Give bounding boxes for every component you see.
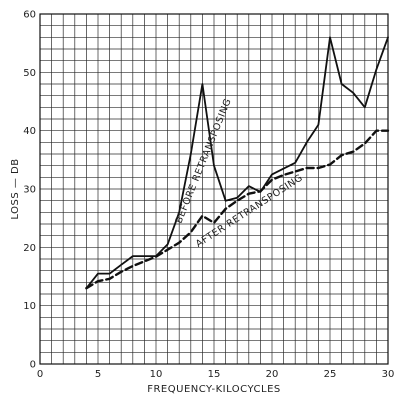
y-tick-label: 20 xyxy=(23,243,36,254)
y-tick-label: 50 xyxy=(23,68,36,79)
x-tick-label: 25 xyxy=(324,369,337,380)
grid xyxy=(40,14,388,364)
x-tick-label: 30 xyxy=(382,369,395,380)
annotation-after-retransposing: AFTER RETRANSPOSING xyxy=(194,172,305,250)
y-axis-label: LOSS — DB xyxy=(10,158,21,219)
y-tick-label: 0 xyxy=(30,360,36,371)
y-tick-label: 40 xyxy=(23,126,36,137)
y-tick-label: 30 xyxy=(23,185,36,196)
x-tick-label: 0 xyxy=(37,369,43,380)
y-tick-label: 10 xyxy=(23,301,36,312)
y-tick-label: 60 xyxy=(23,10,36,21)
x-tick-label: 20 xyxy=(266,369,279,380)
series-line-before-retransposing xyxy=(85,36,389,290)
x-tick-label: 15 xyxy=(208,369,221,380)
tick-labels: 0 5 10 15 20 25 30 0 10 20 30 40 50 60 xyxy=(23,10,394,381)
x-tick-label: 5 xyxy=(95,369,101,380)
series-line-after-retransposing xyxy=(85,129,390,290)
x-tick-label: 10 xyxy=(150,369,163,380)
x-axis-label: FREQUENCY-KILOCYCLES xyxy=(147,384,281,395)
annotation-before-retransposing: BEFORE RETRANSPOSING xyxy=(174,97,234,225)
series-lines xyxy=(85,36,390,290)
plot-frame xyxy=(39,13,389,365)
